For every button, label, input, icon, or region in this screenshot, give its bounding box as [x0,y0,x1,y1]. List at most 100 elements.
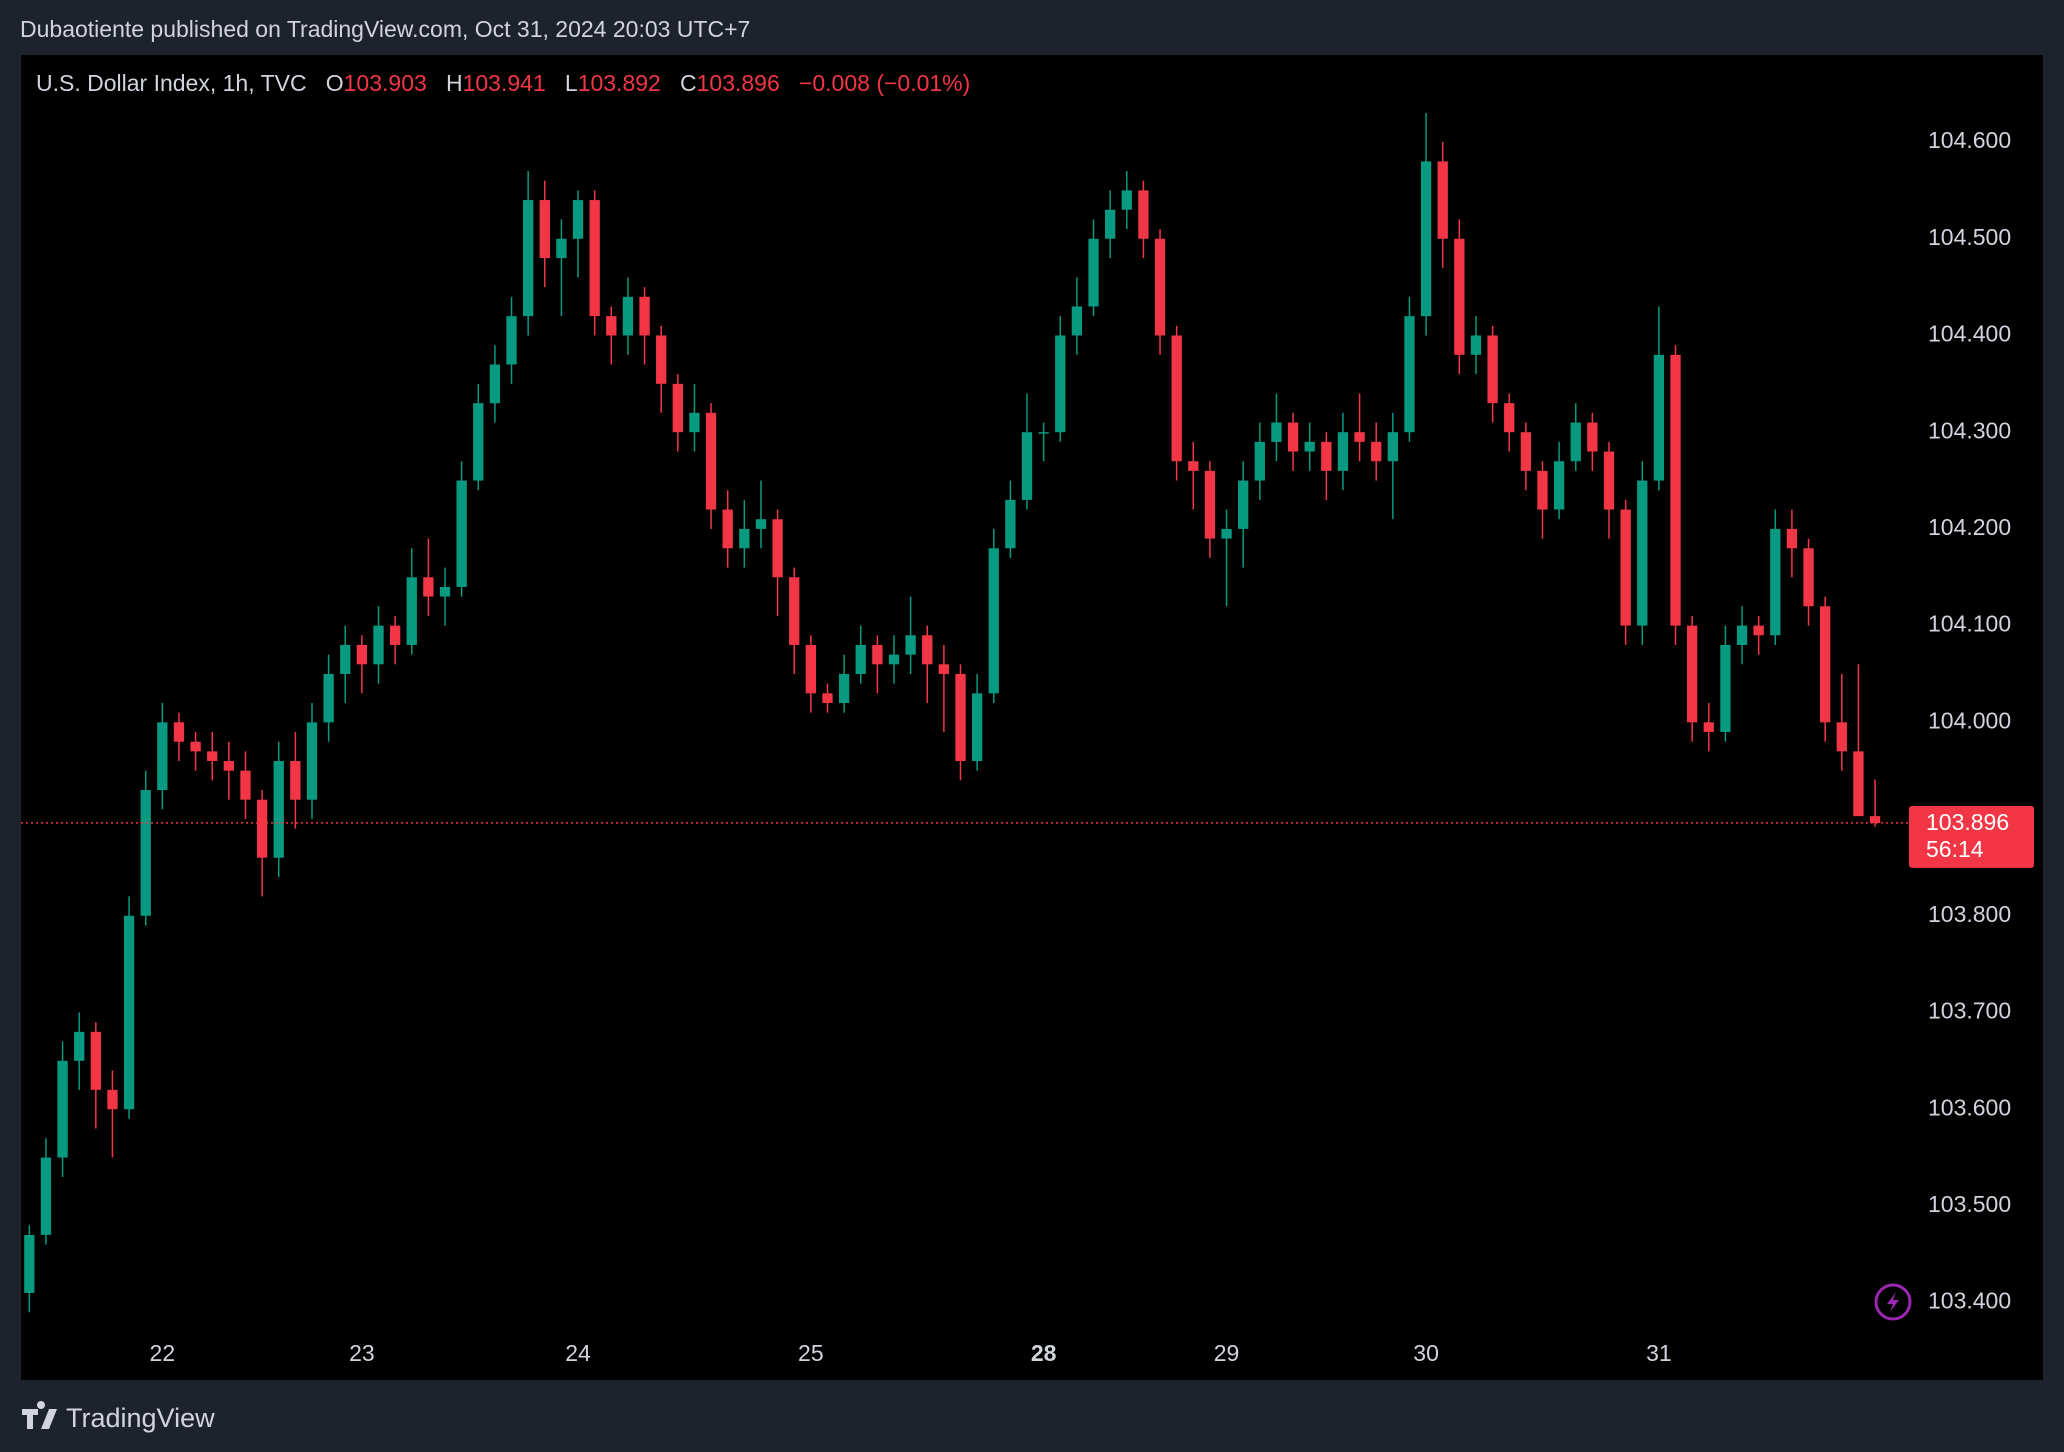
candle-body [1221,528,1232,539]
candle-body [689,412,700,433]
candle-body [1154,238,1166,336]
candle-body [473,403,484,481]
candle-body [1853,751,1864,817]
y-tick-label: 103.700 [1928,998,2011,1024]
candle-body [57,1060,68,1158]
candle-body [1238,480,1249,529]
candle-body [123,915,135,1110]
c-label: C [680,70,697,96]
candle-body [157,722,168,791]
price-tag-label: 103.896 [1926,809,2009,835]
candle-body [1404,316,1415,433]
candle-body [1487,335,1498,404]
candle-body [423,577,434,597]
candle-body [240,770,251,800]
candle-body [1570,422,1581,462]
candle-body [523,200,534,317]
candle-body [1869,816,1881,823]
logo [22,1401,57,1429]
x-tick-label: 23 [349,1340,375,1366]
y-tick-label: 104.000 [1928,707,2011,733]
candle-body [1686,625,1698,723]
candle-body [1653,354,1665,481]
brand: TradingView [66,1403,215,1433]
candle-body [1188,461,1199,471]
candle-body [1703,722,1714,733]
y-tick-label: 104.300 [1928,417,2011,443]
x-tick-label: 31 [1646,1340,1672,1366]
candle-body [1504,403,1515,433]
countdown: 56:14 [1926,836,1984,862]
candle-body [1171,335,1182,462]
candle-body [207,751,218,762]
candle-body [705,412,717,510]
candle-body [1038,432,1049,434]
candle-body [1620,509,1631,626]
candle-body [938,664,950,674]
candle-body [606,316,617,336]
candle-body [539,200,550,259]
candle-body [1271,422,1282,442]
plot-layer: 103.400103.500103.600103.700103.800103.9… [21,113,2034,1380]
candle-body [1138,190,1149,239]
candle-body [489,364,501,404]
x-tick-label: 24 [565,1340,591,1366]
candle-body [1420,161,1432,317]
candle-body [1005,499,1016,549]
h-label: H [445,70,463,96]
candle-body [589,200,600,317]
candle-body [456,480,467,587]
candle-body [1337,432,1349,471]
candle-body [1021,432,1033,500]
x-tick-label: 29 [1214,1340,1240,1366]
x-tick-label: 28 [1031,1340,1057,1366]
candle-body [389,625,401,645]
candle-body [173,722,185,742]
candle-body [1371,441,1382,462]
candle-body [1820,606,1831,723]
candle-body [755,519,767,529]
alert-icon[interactable] [1874,1283,1912,1321]
candle-body [656,335,667,384]
candle-body [1321,441,1332,471]
candle-body [855,644,866,674]
candle-body [1637,480,1648,626]
price-tag [1909,805,2034,868]
candle-body [572,200,584,239]
candle-body [1071,306,1083,336]
candle-body [872,644,883,665]
y-tick-label: 103.800 [1928,901,2011,927]
candle-body [805,644,816,694]
candle-body [40,1157,52,1235]
candle-body [1753,625,1764,636]
candle-body [1254,441,1265,481]
candle-body [1121,190,1132,210]
candle-body [1670,354,1681,626]
candle-body [1720,644,1731,733]
candle-body [290,761,301,800]
c-value: 103.896 [696,70,780,96]
x-tick-label: 25 [798,1340,824,1366]
candle-body [90,1031,101,1090]
candle-body [506,316,517,365]
o-label: O [325,70,344,96]
candle-body [1836,722,1847,752]
candle-body [1537,470,1548,510]
candle-body [1454,238,1465,355]
candle-body [190,741,201,752]
candle-body [1603,451,1615,510]
candle-body [223,761,235,771]
l-value: 103.892 [577,70,661,96]
y-tick-label: 104.500 [1928,224,2011,250]
candle-body [888,654,900,665]
published-note: Dubaotiente published on TradingView.com… [20,16,751,42]
candle-body [340,644,351,674]
candle-body [1204,470,1216,539]
x-tick-label: 22 [150,1340,176,1366]
l-label: L [564,70,578,96]
candle-body [722,509,733,549]
candle-body [1520,432,1532,471]
symbol: U.S. Dollar Index, 1h, TVC [36,70,307,96]
candle-body [772,519,783,578]
